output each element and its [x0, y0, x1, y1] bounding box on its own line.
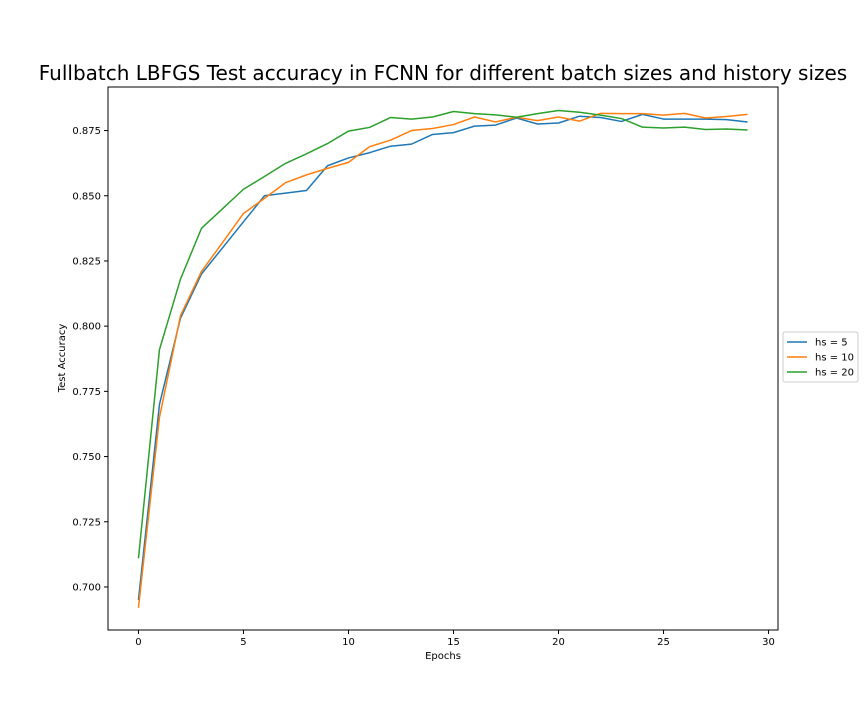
x-tick-label: 5	[240, 637, 246, 648]
x-tick-label: 20	[552, 637, 565, 648]
y-tick-label: 0.775	[72, 387, 101, 398]
series-line-1	[137, 113, 748, 601]
x-tick-label: 10	[342, 637, 355, 648]
x-tick-label: 15	[447, 637, 460, 648]
y-axis: 0.700 0.725 0.750 0.775 0.800 0.825 0.850 0.875	[72, 126, 108, 593]
y-tick-label: 0.725	[72, 517, 101, 528]
axes-frame	[107, 86, 779, 631]
y-tick-label: 0.850	[72, 191, 101, 202]
x-tick-label: 25	[657, 637, 670, 648]
series-layer	[137, 109, 748, 608]
legend: hs = 5 hs = 10 hs = 20	[782, 331, 859, 383]
legend-label-1: hs = 5	[815, 338, 848, 349]
y-tick-label: 0.800	[72, 322, 101, 333]
y-tick-label: 0.700	[72, 582, 101, 593]
y-tick-label: 0.875	[72, 126, 101, 137]
y-tick-label: 0.750	[72, 452, 101, 463]
x-axis: 0 5 10 15 20 25 30	[135, 630, 775, 648]
chart-title: Fullbatch LBFGS Test accuracy in FCNN fo…	[39, 61, 847, 85]
y-axis-label: Test Accuracy	[57, 324, 68, 394]
legend-box	[782, 331, 859, 383]
x-axis-label: Epochs	[425, 651, 461, 662]
y-tick-label: 0.825	[72, 256, 101, 267]
series-line-3	[137, 109, 748, 559]
plot-area	[107, 86, 779, 631]
series-line-2	[137, 112, 748, 608]
legend-label-3: hs = 20	[815, 368, 854, 379]
x-tick-label: 30	[762, 637, 775, 648]
legend-label-2: hs = 10	[815, 353, 854, 364]
x-tick-label: 0	[135, 637, 141, 648]
